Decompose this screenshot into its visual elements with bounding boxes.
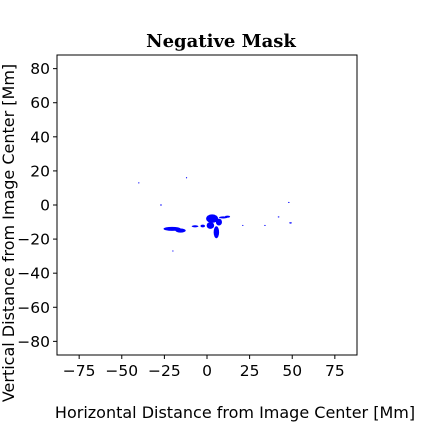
mask-region [200, 224, 205, 228]
mask-region [172, 250, 174, 252]
x-tick-label: −25 [148, 362, 181, 380]
x-tick-label: 0 [202, 362, 212, 380]
plot-border [56, 54, 358, 356]
mask-region [191, 225, 199, 228]
x-tick-label: 25 [240, 362, 260, 380]
mask-region [206, 222, 215, 229]
mask-region [288, 201, 290, 204]
y-tick-label: 60 [30, 94, 50, 112]
chart-title: Negative Mask [146, 31, 296, 52]
y-tick-label: −20 [17, 231, 50, 249]
y-axis-ticks: 80 60 40 20 0 −20 −40 −60 −80 [17, 60, 57, 351]
y-tick-label: −80 [17, 333, 50, 351]
plot-frame [57, 55, 357, 355]
mask-region [138, 182, 140, 184]
x-axis-ticks: −75 −50 −25 0 25 50 75 [63, 355, 345, 380]
mask-region [185, 177, 188, 179]
mask-region [242, 224, 244, 227]
mask-region [224, 215, 231, 218]
y-tick-label: −60 [17, 299, 50, 317]
plot-area [56, 54, 358, 356]
mask-region [213, 226, 220, 239]
y-tick-label: −40 [17, 265, 50, 283]
mask-region [206, 214, 219, 223]
mask-region [277, 216, 280, 218]
mask-region [215, 218, 223, 226]
mask-region [175, 228, 186, 233]
y-tick-label: 40 [30, 128, 50, 146]
mask-region [160, 204, 162, 206]
y-tick-label: 80 [30, 60, 50, 78]
x-tick-label: 75 [325, 362, 345, 380]
mask-region [264, 224, 266, 227]
x-tick-label: −50 [105, 362, 138, 380]
x-tick-label: 50 [282, 362, 302, 380]
y-axis-label: Vertical Distance from Image Center [Mm] [0, 64, 18, 402]
mask-region [289, 222, 292, 224]
x-tick-label: −75 [63, 362, 96, 380]
mask-layer [138, 177, 292, 252]
y-tick-label: 0 [40, 197, 50, 215]
x-axis-label: Horizontal Distance from Image Center [M… [55, 403, 415, 422]
y-tick-label: 20 [30, 162, 50, 180]
